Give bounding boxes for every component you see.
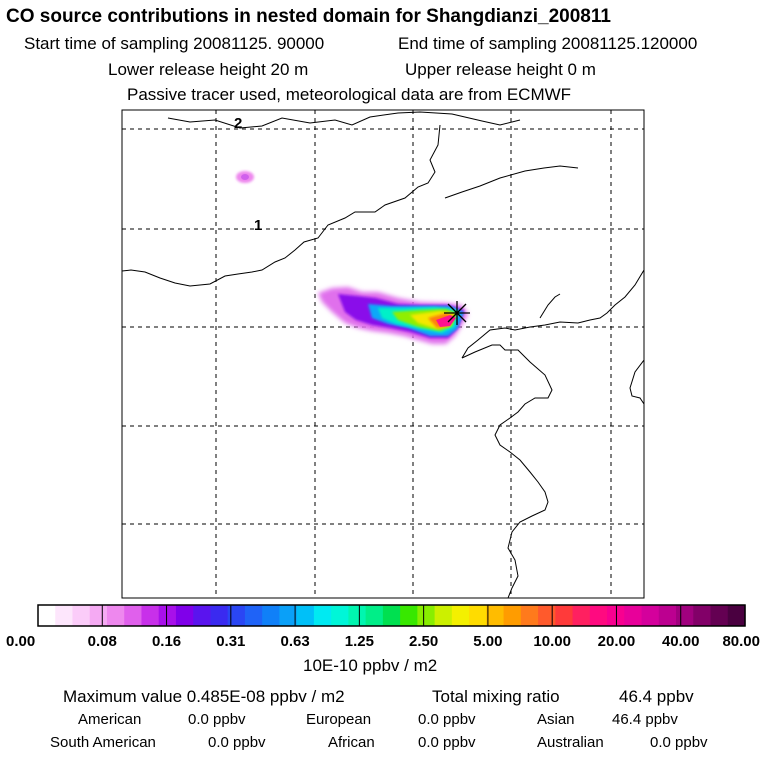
grid-label-1: 1 [254, 217, 262, 234]
colorbar-swatch [624, 605, 643, 626]
colorbar-swatch [520, 605, 539, 626]
colorbar-swatch [469, 605, 487, 626]
colorbar-swatch [124, 605, 143, 626]
colorbar [37, 604, 746, 627]
region-name-south-american: South American [50, 734, 156, 751]
colorbar-swatch [89, 605, 108, 626]
colorbar-swatch [503, 605, 522, 626]
colorbar-swatch [158, 605, 177, 626]
receptor-star-marker [444, 301, 470, 325]
plume-contours [236, 171, 468, 344]
colorbar-swatch [382, 605, 401, 626]
region-value-asian: 46.4 ppbv [612, 711, 678, 728]
colorbar-swatch [486, 605, 505, 626]
colorbar-tick-label: 0.16 [152, 633, 181, 650]
region-value-south-american: 0.0 ppbv [208, 734, 266, 751]
coastline [461, 344, 553, 598]
colorbar-swatch [555, 605, 574, 626]
colorbar-swatch [193, 605, 212, 626]
region-value-european: 0.0 ppbv [418, 711, 476, 728]
map-frame [121, 109, 645, 599]
border-line [122, 124, 441, 287]
colorbar-tick-label: 20.00 [598, 633, 636, 650]
start-time-label: Start time of sampling 20081125. 90000 [24, 34, 325, 53]
region-name-european: European [306, 711, 372, 728]
region-name-asian: Asian [537, 711, 575, 728]
colorbar-swatch [313, 605, 332, 626]
colorbar-swatch [55, 605, 74, 626]
page-title: CO source contributions in nested domain… [6, 6, 611, 27]
colorbar-swatch [451, 605, 470, 626]
colorbar-swatch [658, 605, 677, 626]
colorbar-swatch [589, 605, 608, 626]
colorbar-swatch [244, 605, 263, 626]
colorbar-tick-label: 10.00 [533, 633, 571, 650]
colorbar-swatch [727, 605, 746, 626]
colorbar-tick-label: 80.00 [722, 633, 760, 650]
region-name-australian: Australian [537, 734, 604, 751]
colorbar-swatch [210, 605, 229, 626]
graticule [122, 110, 644, 598]
colorbar-swatch [400, 605, 418, 626]
max-value-label: Maximum value 0.485E-08 ppbv / m2 [63, 687, 345, 706]
colorbar-swatch [296, 605, 315, 626]
region-name-african: African [328, 734, 375, 751]
border-line [444, 165, 579, 199]
end-time-label: End time of sampling 20081125.120000 [398, 34, 698, 53]
region-value-australian: 0.0 ppbv [650, 734, 708, 751]
colorbar-swatch [572, 605, 591, 626]
coastlines [122, 111, 644, 598]
colorbar-tick-labels: 0.00 0.08 0.16 0.31 0.63 1.25 2.50 5.00 10.00 20.… [6, 633, 760, 650]
colorbar-swatch [175, 605, 194, 626]
colorbar-swatch [38, 605, 56, 626]
colorbar-tick-label: 0.00 [6, 633, 35, 650]
lower-release-label: Lower release height 20 m [108, 60, 309, 79]
colorbar-swatch [279, 605, 298, 626]
colorbar-tick-label: 0.31 [216, 633, 245, 650]
colorbar-swatch [693, 605, 712, 626]
colorbar-swatch [434, 605, 453, 626]
colorbar-tick-label: 2.50 [409, 633, 438, 650]
coastline [539, 293, 561, 319]
colorbar-tick-label: 0.63 [280, 633, 309, 650]
colorbar-swatch [331, 605, 349, 626]
colorbar-tick-label: 40.00 [662, 633, 700, 650]
colorbar-swatch [676, 605, 694, 626]
colorbar-tick-label: 1.25 [345, 633, 374, 650]
colorbar-swatch [348, 605, 367, 626]
colorbar-swatch [365, 605, 384, 626]
colorbar-swatch [262, 605, 281, 626]
colorbar-swatch [141, 605, 160, 626]
plume-core [436, 315, 456, 327]
coastline [629, 359, 644, 405]
tracer-label: Passive tracer used, meteorological data… [127, 85, 572, 104]
total-mixing-value: 46.4 ppbv [619, 687, 694, 706]
region-name-american: American [78, 711, 142, 728]
colorbar-swatch [641, 605, 660, 626]
colorbar-swatch [538, 605, 556, 626]
region-value-american: 0.0 ppbv [188, 711, 246, 728]
small-plume-core [241, 174, 249, 180]
border-line [167, 111, 521, 129]
colorbar-unit-label: 10E-10 ppbv / m2 [303, 656, 438, 675]
grid-label-2: 2 [234, 115, 242, 132]
colorbar-swatch [106, 605, 125, 626]
colorbar-tick-label: 0.08 [88, 633, 117, 650]
map-panel: 2 1 [121, 109, 645, 599]
coastline [461, 269, 644, 359]
colorbar-swatch [227, 605, 246, 626]
upper-release-label: Upper release height 0 m [405, 60, 596, 79]
colorbar-swatch [710, 605, 729, 626]
colorbar-swatch [72, 605, 91, 626]
colorbar-swatch [417, 605, 436, 626]
region-value-african: 0.0 ppbv [418, 734, 476, 751]
total-mixing-label: Total mixing ratio [432, 687, 560, 706]
colorbar-tick-label: 5.00 [473, 633, 502, 650]
